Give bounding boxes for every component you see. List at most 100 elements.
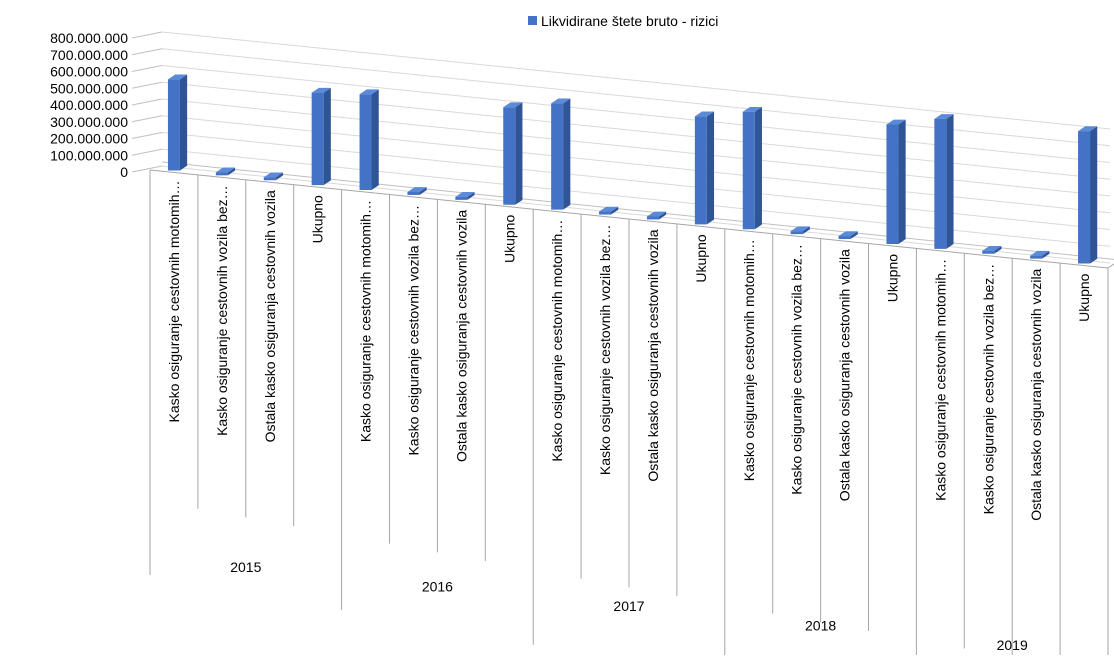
bar-front-face [359, 94, 372, 191]
bar-top-face [886, 119, 906, 125]
y-tick-label: 600.000.000 [50, 64, 128, 80]
bar-front-face [167, 79, 180, 171]
bar-side-face [658, 211, 667, 220]
bar-top-face [263, 172, 283, 178]
bar-side-face [563, 98, 571, 210]
gridline-side [131, 31, 163, 39]
legend: Likvidirane štete bruto - rizici [528, 13, 718, 29]
x-group-label: 2016 [422, 578, 453, 594]
bar-top-face [694, 111, 715, 117]
bar [982, 245, 1002, 254]
x-category-label: Ukupno [310, 195, 326, 243]
legend-swatch [528, 16, 537, 25]
bar [694, 111, 715, 225]
bar-side-face [898, 119, 906, 244]
y-tick-label: 700.000.000 [50, 47, 128, 63]
bar-front-face [694, 116, 707, 225]
bar-top-face [1078, 126, 1098, 132]
x-category-label: Kasko osiguranje cestovnih motomih… [932, 259, 948, 501]
bar-side-face [802, 226, 810, 235]
x-group-label: 2019 [997, 637, 1028, 653]
bar-side-face [994, 245, 1002, 254]
bar-top-face [407, 187, 427, 192]
y-axis-ticks: 0100.000.000200.000.000300.000.000400.00… [50, 30, 128, 180]
bar-front-face [1030, 255, 1043, 259]
bar [359, 89, 379, 191]
x-category-label: Kasko osiguranje cestovnih motomih… [549, 220, 565, 462]
x-axis-category-labels: Kasko osiguranje cestovnih motomih… Kasko… [149, 170, 1109, 655]
bar-side-face [371, 89, 379, 191]
gridline-side [131, 115, 163, 123]
bar [790, 226, 810, 235]
bar-front-face [982, 250, 995, 254]
bar-front-face [551, 103, 564, 210]
gridline-side [131, 98, 163, 106]
x-category-label: Ostala kasko osiguranja cestovnih vozila [1028, 268, 1044, 520]
bar-top-face [646, 211, 667, 217]
x-category-label: Kasko osiguranje cestovnih vozila bez… [980, 264, 996, 515]
bar-top-face [311, 87, 331, 93]
gridline-side [131, 48, 163, 56]
bar-side-face [611, 206, 619, 215]
bar [215, 167, 236, 176]
gridline-side [131, 65, 163, 72]
bar-side-face [179, 74, 188, 171]
bar-side-face [515, 102, 523, 205]
x-category-label: Kasko osiguranje cestovnih vozila bez… [789, 244, 805, 495]
bar [1030, 250, 1050, 259]
bar-top-face [167, 74, 188, 80]
x-category-label: Ostala kasko osiguranja cestovnih vozila [645, 229, 661, 481]
bar [167, 74, 188, 171]
bar [407, 187, 427, 195]
bar-front-face [263, 177, 276, 181]
bar-front-face [838, 236, 851, 240]
bar-top-face [982, 245, 1002, 251]
bar-front-face [1078, 131, 1091, 264]
bar-side-face [1090, 126, 1098, 264]
bar-front-face [934, 118, 947, 249]
bar-side-face [706, 111, 715, 225]
bar-side-face [1042, 250, 1050, 259]
bar-top-face [503, 102, 523, 108]
bar-front-face [646, 216, 659, 220]
bars [167, 74, 1098, 264]
gridlines [131, 31, 1111, 264]
x-category-label: Kasko osiguranje cestovnih vozila bez… [405, 205, 421, 456]
x-category-label: Ukupno [501, 215, 517, 263]
x-category-label: Ostala kasko osiguranja cestovnih vozila [837, 249, 853, 501]
bar [263, 172, 283, 181]
bar [934, 114, 954, 249]
x-category-label: Kasko osiguranje cestovnih vozila bez… [597, 225, 613, 476]
bar-top-face [359, 89, 379, 95]
bar-side-face [850, 231, 858, 240]
x-category-label: Ukupno [693, 234, 709, 282]
bar [503, 102, 523, 205]
bar-front-face [503, 107, 516, 205]
y-tick-label: 800.000.000 [50, 30, 128, 46]
bar [886, 119, 906, 244]
floor-side-edge [1107, 263, 1114, 269]
bar-front-face [311, 92, 324, 186]
x-category-label: Ukupno [884, 254, 900, 302]
x-category-label: Kasko osiguranje cestovnih vozila bez… [214, 185, 230, 436]
bar-front-face [407, 191, 420, 195]
y-tick-label: 400.000.000 [50, 97, 128, 113]
bar-top-face [742, 107, 762, 112]
bar-side-face [754, 107, 762, 230]
bar-front-face [886, 124, 899, 244]
bar-side-face [946, 114, 954, 249]
gridline-side [131, 132, 163, 139]
bar-side-face [467, 192, 475, 200]
y-tick-label: 200.000.000 [50, 131, 128, 147]
gridline-side [131, 81, 163, 89]
bar-top-face [455, 192, 475, 197]
bar-side-face [419, 187, 427, 195]
bar-side-face [275, 172, 283, 181]
bar [551, 98, 571, 210]
y-tick-label: 500.000.000 [50, 80, 128, 96]
gridline [161, 31, 1111, 130]
gridline-side [131, 148, 163, 156]
bar-top-face [1030, 250, 1050, 256]
bar-side-face [323, 87, 331, 186]
bar-top-face [215, 167, 236, 173]
